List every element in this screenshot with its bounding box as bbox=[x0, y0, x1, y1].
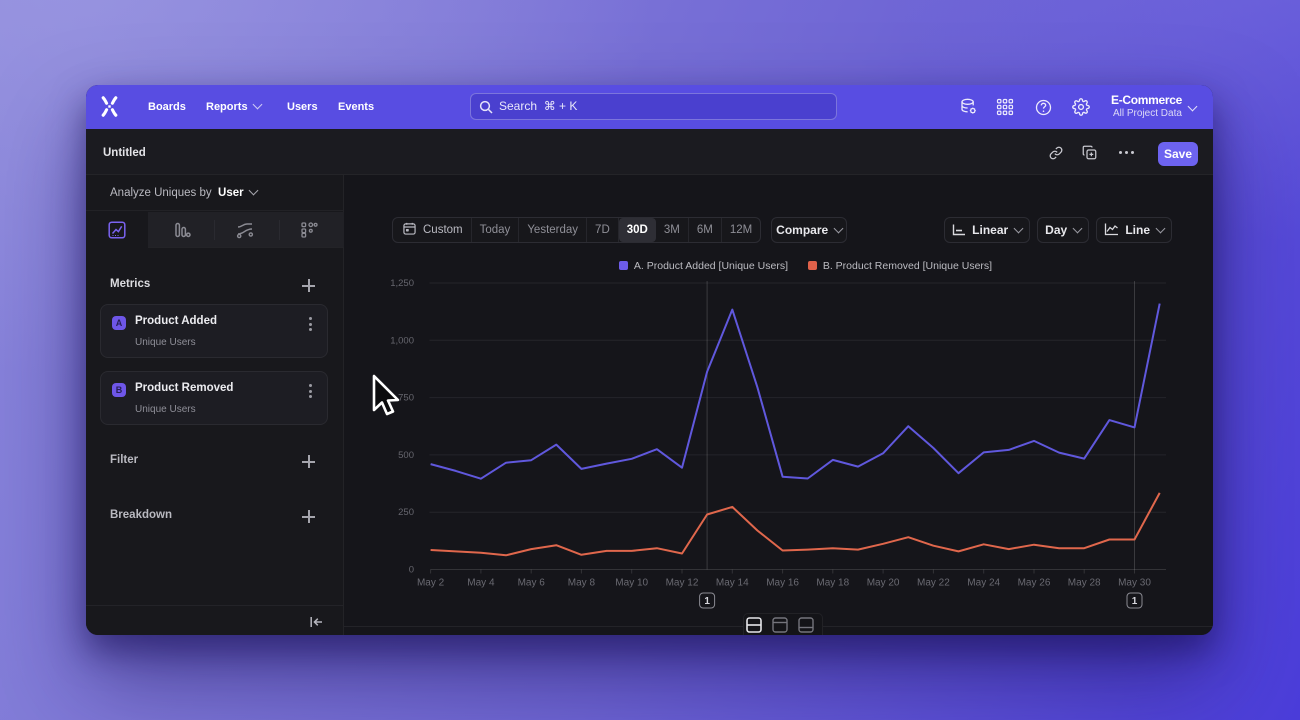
svg-text:1,250: 1,250 bbox=[390, 278, 414, 289]
svg-text:May 10: May 10 bbox=[615, 578, 648, 589]
svg-text:500: 500 bbox=[398, 450, 414, 461]
svg-text:May 28: May 28 bbox=[1068, 578, 1101, 589]
svg-text:May 22: May 22 bbox=[917, 578, 950, 589]
svg-text:0: 0 bbox=[409, 565, 414, 576]
svg-text:May 8: May 8 bbox=[568, 578, 596, 589]
svg-text:May 20: May 20 bbox=[867, 578, 900, 589]
svg-text:May 16: May 16 bbox=[766, 578, 799, 589]
svg-text:1,000: 1,000 bbox=[390, 335, 414, 346]
svg-text:1: 1 bbox=[704, 596, 710, 607]
svg-text:May 24: May 24 bbox=[967, 578, 1000, 589]
svg-text:May 30: May 30 bbox=[1118, 578, 1151, 589]
svg-text:250: 250 bbox=[398, 507, 414, 518]
svg-text:May 4: May 4 bbox=[467, 578, 495, 589]
svg-text:May 12: May 12 bbox=[666, 578, 699, 589]
svg-text:May 14: May 14 bbox=[716, 578, 749, 589]
svg-text:1: 1 bbox=[1132, 596, 1138, 607]
svg-text:May 6: May 6 bbox=[518, 578, 546, 589]
svg-text:750: 750 bbox=[398, 393, 414, 404]
svg-text:May 2: May 2 bbox=[417, 578, 445, 589]
svg-text:May 26: May 26 bbox=[1018, 578, 1051, 589]
svg-text:May 18: May 18 bbox=[816, 578, 849, 589]
